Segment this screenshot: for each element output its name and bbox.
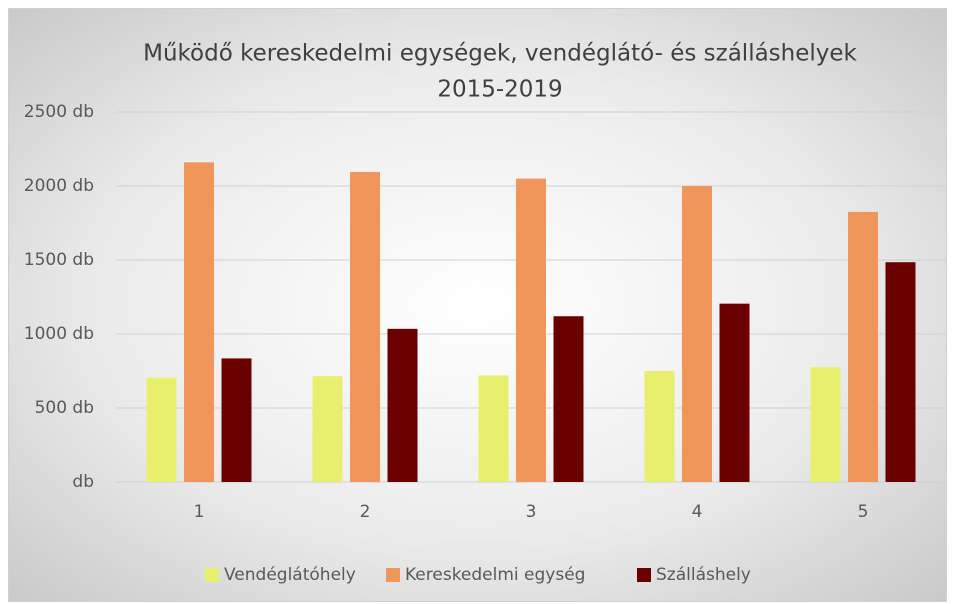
chart-title: 2015-2019 <box>437 77 562 103</box>
bar <box>146 377 177 482</box>
x-tick-label: 5 <box>858 502 869 522</box>
y-tick-label: db <box>72 472 94 492</box>
bar <box>516 178 546 482</box>
bar <box>810 367 841 482</box>
x-tick-label: 4 <box>692 502 703 522</box>
legend-swatch <box>386 568 400 582</box>
bar <box>184 162 214 482</box>
bar <box>312 376 343 482</box>
x-tick-label: 3 <box>526 502 537 522</box>
y-tick-label: 2000 db <box>24 176 94 196</box>
bar <box>350 171 380 482</box>
legend-swatch <box>637 568 651 582</box>
y-tick-label: 2500 db <box>24 102 94 122</box>
bar <box>682 186 712 482</box>
y-tick-label: 1000 db <box>24 324 94 344</box>
bar <box>221 358 252 482</box>
bar <box>553 316 584 482</box>
bar <box>885 262 916 482</box>
x-tick-label: 1 <box>194 502 205 522</box>
legend-label: Szálláshely <box>656 565 751 585</box>
chart-title: Működő kereskedelmi egységek, vendéglátó… <box>143 41 857 67</box>
y-tick-label: 500 db <box>35 398 94 418</box>
legend-swatch <box>205 568 219 582</box>
bar <box>719 303 750 482</box>
chart-area <box>8 8 947 602</box>
bar <box>848 211 878 482</box>
y-tick-label: 1500 db <box>24 250 94 270</box>
legend-label: Vendéglátóhely <box>224 565 356 585</box>
bar <box>644 371 675 482</box>
bar <box>478 375 509 482</box>
bar <box>387 328 418 482</box>
legend-label: Kereskedelmi egység <box>405 565 585 585</box>
x-tick-label: 2 <box>360 502 371 522</box>
